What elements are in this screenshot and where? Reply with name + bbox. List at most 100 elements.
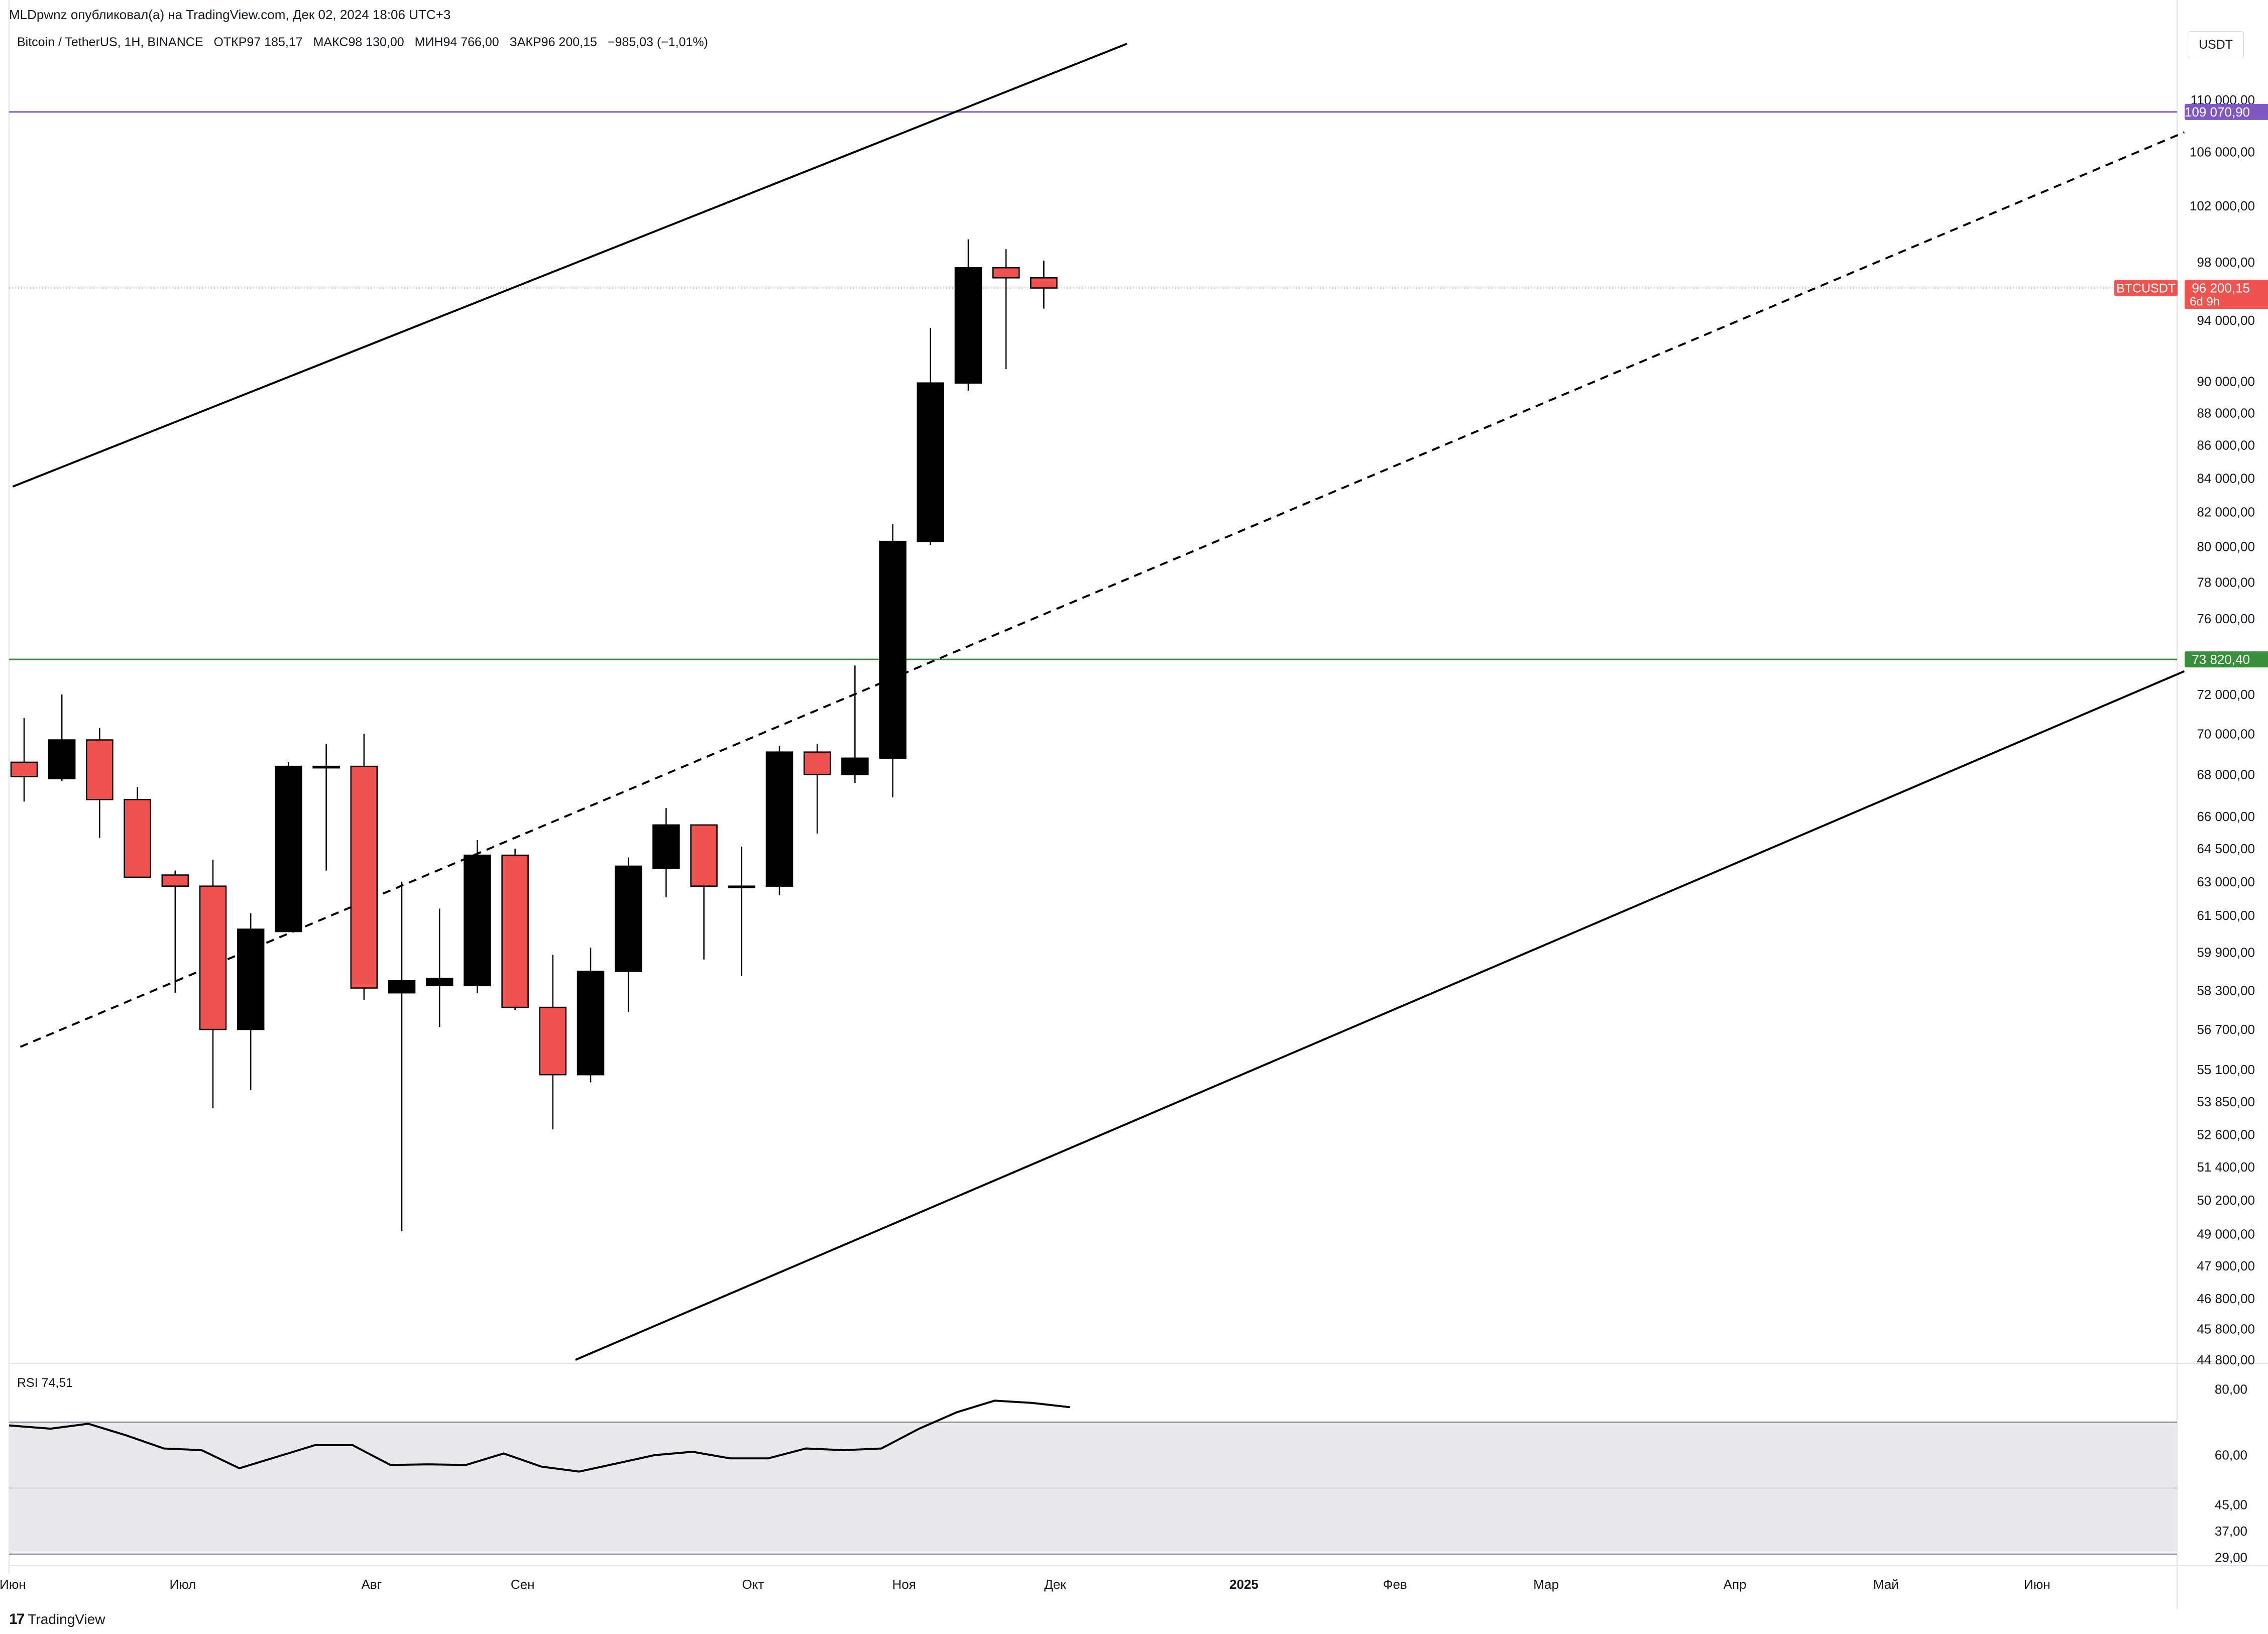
candle — [652, 807, 680, 898]
candle — [841, 665, 869, 783]
candle-body — [237, 928, 265, 1030]
price-tick-label: 46 800,00 — [2197, 1291, 2255, 1306]
candle-body — [728, 885, 756, 888]
price-tick-label: 66 000,00 — [2197, 809, 2255, 824]
price-tick-label: 72 000,00 — [2197, 687, 2255, 702]
candle — [199, 859, 227, 1109]
price-tick-label: 61 500,00 — [2197, 908, 2255, 923]
candle — [161, 870, 189, 993]
candle-body — [539, 1006, 567, 1076]
candle-body — [501, 854, 529, 1008]
ohlc-low: МИН94 766,00 — [414, 35, 499, 49]
candle-body — [614, 865, 642, 972]
candle-body — [879, 540, 906, 759]
time-tick-label: Июн — [2024, 1577, 2051, 1592]
price-tick-label: 49 000,00 — [2197, 1227, 2255, 1242]
time-tick-label: Авг — [362, 1577, 382, 1592]
price-tick-label: 84 000,00 — [2197, 471, 2255, 486]
candle — [539, 955, 567, 1130]
candle — [728, 846, 756, 976]
rsi-band — [9, 1422, 2177, 1555]
candle — [577, 948, 605, 1083]
rsi-tick-label: 60,00 — [2215, 1448, 2247, 1463]
candle-body — [161, 874, 189, 887]
price-tick-label: 82 000,00 — [2197, 505, 2255, 520]
candle-body — [48, 739, 76, 779]
candle — [48, 694, 76, 781]
rsi-legend[interactable]: RSI 74,51 — [17, 1376, 73, 1390]
candle — [879, 524, 906, 798]
candle — [464, 840, 491, 993]
candle — [124, 787, 151, 878]
currency-unit-button[interactable]: USDT — [2188, 31, 2244, 58]
price-tick-label: 106 000,00 — [2190, 145, 2255, 160]
tradingview-logo-icon: 17 — [9, 1611, 25, 1627]
candle — [690, 824, 718, 960]
candle — [86, 728, 114, 838]
trendlines — [12, 43, 2185, 1361]
price-tick-label: 68 000,00 — [2197, 767, 2255, 782]
price-tick-label: 56 700,00 — [2197, 1022, 2255, 1037]
rsi-series — [9, 1399, 1071, 1473]
price-tick-label: 76 000,00 — [2197, 611, 2255, 626]
time-tick-label: Фев — [1383, 1577, 1407, 1592]
candle-body — [803, 751, 831, 775]
candle-body — [86, 739, 114, 800]
symbol-name[interactable]: Bitcoin / TetherUS, 1H, BINANCE — [17, 35, 203, 49]
time-axis: Июн Июл Авг Сен Окт Ноя Дек 2025 Фев Мар Апр Май Июн — [0, 1577, 2050, 1592]
price-tick-label: 70 000,00 — [2197, 727, 2255, 742]
trendline-dashed-1 — [20, 131, 2185, 1048]
candle-body — [765, 751, 793, 887]
price-tick-label: 47 900,00 — [2197, 1258, 2255, 1273]
horizontal-levels — [9, 111, 2177, 660]
candle-body — [841, 757, 869, 775]
price-tick-label: 90 000,00 — [2197, 374, 2255, 389]
time-tick-label: Июн — [0, 1577, 26, 1592]
time-tick-label: Дек — [1044, 1577, 1066, 1592]
current-price-tag-bg — [2185, 280, 2268, 309]
current-price-tag-countdown: 6d 9h — [2190, 295, 2220, 309]
ohlc-high: МАКС98 130,00 — [313, 35, 404, 49]
time-tick-label: Ноя — [892, 1577, 916, 1592]
candle-body — [464, 854, 491, 987]
candle-body — [275, 765, 302, 932]
candle — [350, 734, 378, 1000]
candle-body — [1030, 277, 1058, 289]
candle — [237, 913, 265, 1090]
price-tick-label: 50 200,00 — [2197, 1193, 2255, 1208]
tradingview-footer[interactable]: 17 TradingView — [9, 1611, 105, 1628]
time-tick-label: Сен — [511, 1577, 535, 1592]
symbol-tag-label: BTCUSDT — [2116, 282, 2176, 296]
price-tick-label: 98 000,00 — [2197, 255, 2255, 270]
time-tick-label: Окт — [742, 1577, 764, 1592]
price-axis: 110 000,00 106 000,00 102 000,00 98 000,00 9… — [2190, 92, 2255, 1367]
chart-frame — [9, 0, 2268, 1609]
candle-body — [199, 885, 227, 1030]
time-tick-label: Мар — [1533, 1577, 1559, 1592]
publish-info: MLDpwnz опубликовал(а) на TradingView.co… — [9, 7, 451, 22]
price-tick-label: 110 000,00 — [2191, 92, 2255, 107]
ohlc-open: ОТКР97 185,17 — [213, 35, 303, 49]
candle — [501, 849, 529, 1010]
price-tick-label: 59 900,00 — [2197, 945, 2255, 960]
candle-body — [312, 765, 340, 769]
symbol-tag-bg — [2114, 280, 2178, 296]
candle — [803, 744, 831, 834]
price-tick-label: 63 000,00 — [2197, 874, 2255, 889]
tradingview-brand: TradingView — [28, 1611, 105, 1627]
candle — [1030, 260, 1058, 309]
candle — [275, 762, 302, 932]
candle-body — [10, 761, 38, 777]
candle-body — [350, 765, 378, 989]
level-tag-0-bg — [2185, 103, 2268, 120]
level-tag-1-bg — [2185, 651, 2268, 668]
candle-body — [690, 824, 718, 887]
trendline-solid-2 — [575, 670, 2185, 1361]
rsi-line — [9, 1399, 1071, 1473]
price-tick-label: 80 000,00 — [2197, 539, 2255, 554]
candle — [954, 239, 982, 391]
rsi-tick-label: 80,00 — [2215, 1381, 2247, 1396]
price-tick-label: 45 800,00 — [2197, 1321, 2255, 1336]
